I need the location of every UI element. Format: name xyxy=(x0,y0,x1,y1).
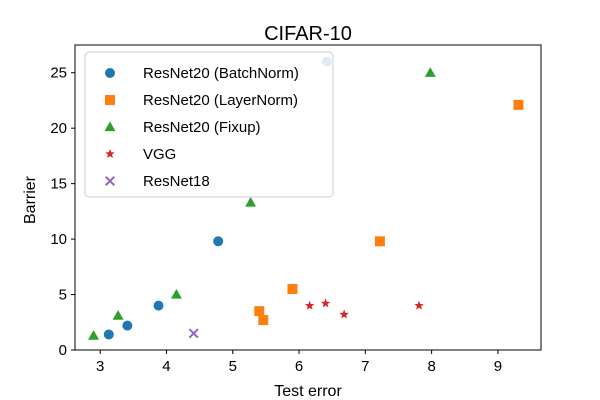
legend-marker xyxy=(105,68,115,78)
y-tick-label: 25 xyxy=(50,65,67,82)
data-point xyxy=(103,329,114,340)
legend-item: ResNet20 (BatchNorm) xyxy=(105,65,299,82)
x-tick-label: 5 xyxy=(229,358,237,375)
legend-label: ResNet20 (BatchNorm) xyxy=(143,65,299,82)
data-point xyxy=(304,300,315,310)
x-tick-label: 4 xyxy=(162,358,170,375)
data-point xyxy=(213,236,224,247)
data-point xyxy=(112,310,124,320)
legend-label: ResNet20 (Fixup) xyxy=(143,119,261,136)
legend: ResNet20 (BatchNorm) ResNet20 (LayerNorm)… xyxy=(84,51,334,198)
y-tick-label: 15 xyxy=(50,176,67,193)
data-point xyxy=(170,289,182,299)
legend-marker xyxy=(105,176,115,186)
series-group xyxy=(188,328,199,339)
series-group xyxy=(88,67,436,340)
legend-marker xyxy=(105,149,115,159)
data-point xyxy=(122,320,133,331)
data-point xyxy=(188,328,199,339)
legend-box xyxy=(84,51,334,198)
chart-title: CIFAR-10 xyxy=(264,23,352,45)
data-point xyxy=(245,196,257,207)
series-group xyxy=(304,298,424,319)
data-point xyxy=(424,67,436,77)
data-point xyxy=(339,309,349,319)
data-point xyxy=(287,284,298,294)
legend-label: ResNet18 xyxy=(143,173,210,190)
y-tick-label: 20 xyxy=(50,120,67,137)
x-tick-label: 3 xyxy=(96,358,104,375)
x-tick-label: 7 xyxy=(361,358,369,375)
x-tick-label: 6 xyxy=(295,358,303,375)
series-group xyxy=(103,56,332,340)
x-axis-label: Test error xyxy=(274,383,342,400)
data-point xyxy=(254,306,265,317)
data-point xyxy=(513,99,524,110)
data-marks xyxy=(88,56,524,340)
series-group xyxy=(254,99,524,326)
x-tick-label: 8 xyxy=(427,358,435,375)
data-point xyxy=(320,298,331,308)
data-point xyxy=(414,300,424,310)
plot-frame xyxy=(74,44,542,351)
legend-marker xyxy=(105,95,115,105)
axes: 3 4 5 6 7 8 9 0 5 10 15 20 25 xyxy=(50,44,542,375)
x-tick-label: 9 xyxy=(494,358,502,375)
legend-item: ResNet20 (Fixup) xyxy=(104,119,261,136)
data-point xyxy=(374,236,385,247)
y-tick-label: 10 xyxy=(50,231,67,248)
legend-item: VGG xyxy=(105,146,176,163)
legend-marker xyxy=(104,121,116,132)
y-tick-label: 0 xyxy=(59,342,67,359)
data-point xyxy=(153,300,164,311)
y-axis-label: Barrier xyxy=(22,175,39,224)
legend-item: ResNet18 xyxy=(105,173,210,190)
data-point xyxy=(258,315,269,326)
y-tick-label: 5 xyxy=(59,287,67,304)
legend-label: VGG xyxy=(143,146,176,163)
data-point xyxy=(88,330,100,340)
legend-item: ResNet20 (LayerNorm) xyxy=(105,92,298,109)
legend-label: ResNet20 (LayerNorm) xyxy=(143,92,298,109)
